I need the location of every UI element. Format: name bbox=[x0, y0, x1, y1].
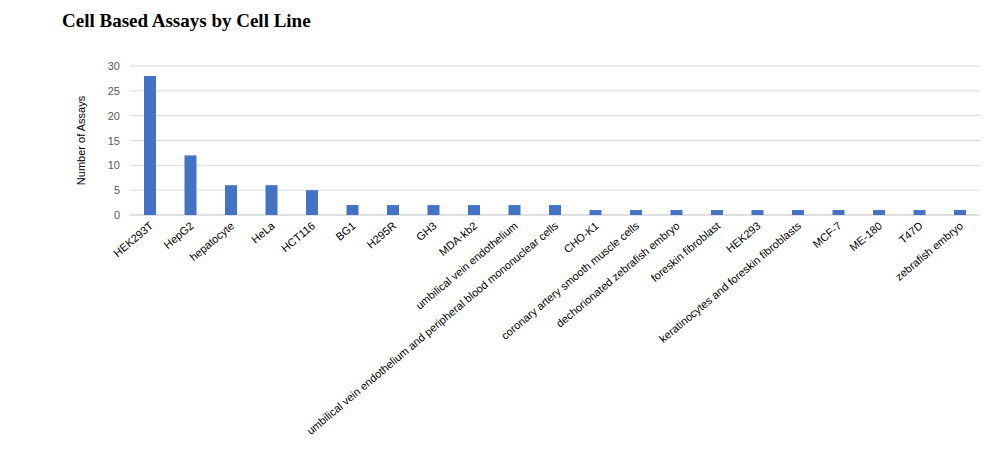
grid-line bbox=[130, 66, 980, 67]
x-tick-label: zebrafish embryo bbox=[893, 219, 965, 282]
bars bbox=[144, 76, 966, 215]
x-tick-label: ME-180 bbox=[847, 219, 884, 253]
x-tick-label: CHO-K1 bbox=[561, 219, 601, 255]
grid-line bbox=[130, 190, 980, 191]
y-axis-label: Number of Assays bbox=[75, 95, 87, 185]
y-tick-label: 5 bbox=[114, 184, 120, 196]
x-tick-label: GH3 bbox=[414, 219, 439, 243]
y-tick-label: 30 bbox=[108, 60, 120, 72]
bar bbox=[185, 155, 197, 215]
grid-line bbox=[130, 140, 980, 141]
x-tick-label: HEK293T bbox=[111, 219, 155, 259]
grid-line bbox=[130, 115, 980, 116]
bar bbox=[671, 210, 683, 215]
grid-line bbox=[130, 165, 980, 166]
x-tick-label: H295R bbox=[364, 219, 398, 250]
bar bbox=[549, 205, 561, 215]
x-tick-label: MCF-7 bbox=[810, 219, 843, 250]
x-tick-label: HepG2 bbox=[161, 219, 195, 251]
bar bbox=[266, 185, 278, 215]
x-tick-label: HCT116 bbox=[279, 219, 317, 254]
bar bbox=[954, 210, 966, 215]
y-tick-label: 10 bbox=[108, 159, 120, 171]
bar bbox=[792, 210, 804, 215]
bar bbox=[428, 205, 440, 215]
bar bbox=[752, 210, 764, 215]
bar bbox=[225, 185, 237, 215]
bar bbox=[630, 210, 642, 215]
y-tick-label: 15 bbox=[108, 135, 120, 147]
x-tick-label: T47D bbox=[896, 219, 924, 246]
bar bbox=[590, 210, 602, 215]
bar bbox=[144, 76, 156, 215]
x-tick-label: HeLa bbox=[249, 219, 278, 246]
bar bbox=[387, 205, 399, 215]
bar bbox=[711, 210, 723, 215]
bar bbox=[873, 210, 885, 215]
x-tick-label: BG1 bbox=[333, 219, 358, 242]
x-tick-label: coronary artery smooth muscle cells bbox=[499, 219, 642, 342]
x-tick-label: foreskin fibroblast bbox=[649, 219, 723, 284]
x-tick-label: HEK293 bbox=[724, 219, 763, 255]
chart: Cell Based Assays by Cell Line Number of … bbox=[0, 0, 1000, 457]
y-tick-label: 0 bbox=[114, 209, 120, 221]
bar bbox=[914, 210, 926, 215]
bar bbox=[468, 205, 480, 215]
x-tick-label: hepatocyte bbox=[187, 219, 236, 263]
title: Cell Based Assays by Cell Line bbox=[62, 10, 311, 31]
y-tick-label: 25 bbox=[108, 85, 120, 97]
bar bbox=[306, 190, 318, 215]
y-tick-label: 20 bbox=[108, 110, 120, 122]
bar bbox=[509, 205, 521, 215]
grid-line bbox=[130, 90, 980, 91]
x-tick-label: keratinocytes and foreskin fibroblasts bbox=[657, 219, 804, 345]
bar bbox=[833, 210, 845, 215]
bar bbox=[347, 205, 359, 215]
